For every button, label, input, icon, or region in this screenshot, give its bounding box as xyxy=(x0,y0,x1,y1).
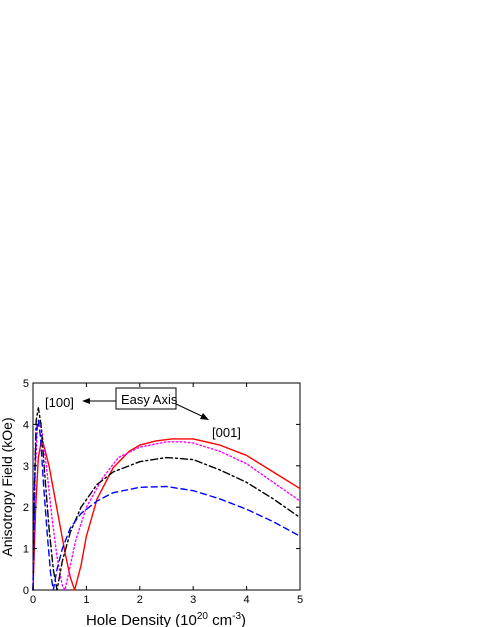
plot-area xyxy=(32,382,301,591)
arrow-to-001 xyxy=(175,403,207,419)
label-100: [100] xyxy=(45,395,74,410)
series-line-2 xyxy=(32,407,301,591)
series-line-1 xyxy=(32,419,301,591)
x-tick-label: 4 xyxy=(244,594,250,606)
x-tick-label: 0 xyxy=(30,594,36,606)
x-axis-title-main: Hole Density (10 xyxy=(86,612,197,627)
label-001: [001] xyxy=(212,425,241,440)
series-line-0 xyxy=(32,438,301,591)
x-axis-title-sup2: -3 xyxy=(232,611,241,622)
x-axis-title-end: ) xyxy=(241,612,246,627)
x-axis-title-mid: cm xyxy=(208,612,232,627)
series-line-3 xyxy=(32,419,301,591)
plot-frame xyxy=(32,382,301,591)
x-tick-label: 1 xyxy=(83,594,89,606)
y-tick-label: 1 xyxy=(23,544,29,556)
curves xyxy=(32,407,301,591)
ticks: 0 1 2 3 4 5 0 1 2 3 4 5 xyxy=(23,378,303,606)
x-axis-title-sup: 20 xyxy=(197,611,209,622)
y-axis-title: Anisotropy Field (kOe) xyxy=(0,417,15,556)
x-tick-label: 2 xyxy=(137,594,143,606)
x-tick-label: 3 xyxy=(190,594,196,606)
arrow-head-100-icon xyxy=(82,398,90,404)
y-tick-label: 2 xyxy=(23,502,29,514)
easy-axis-label: Easy Axis xyxy=(121,392,178,407)
easy-axis-box xyxy=(115,387,177,410)
easy-axis-annotation: Easy Axis xyxy=(82,387,209,420)
y-tick-label: 5 xyxy=(23,378,29,390)
y-tick-label: 4 xyxy=(23,419,29,431)
y-tick-label: 3 xyxy=(23,461,29,473)
y-tick-label: 0 xyxy=(23,585,29,597)
x-tick-label: 5 xyxy=(297,594,303,606)
x-axis-title: Hole Density (1020 cm-3) xyxy=(86,611,246,627)
arrow-head-001-icon xyxy=(200,413,209,420)
